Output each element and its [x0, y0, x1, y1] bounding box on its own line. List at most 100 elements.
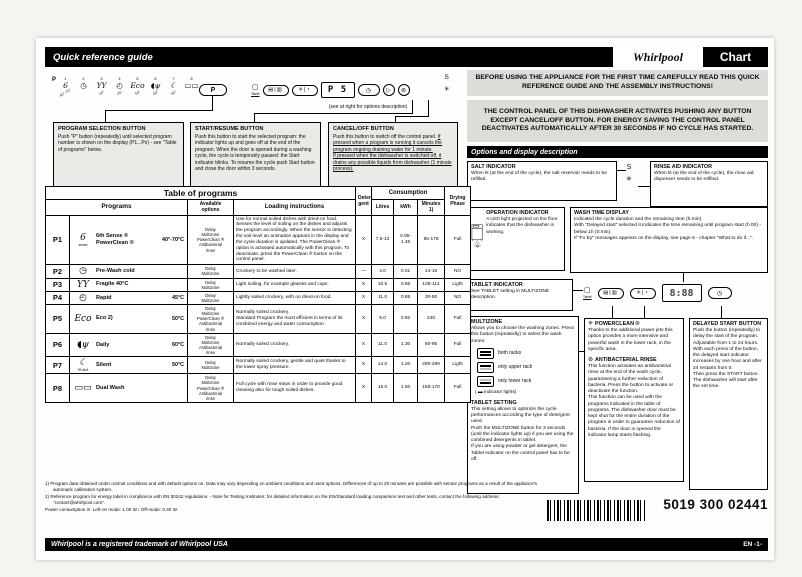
program-name: Eco 2)	[96, 315, 113, 322]
program-name: Daily	[96, 341, 110, 348]
salt-rinse-mini-icons: S ✳	[444, 74, 449, 93]
rinse-aid-icon: ✳	[626, 176, 632, 183]
program-icon: ΥΥ	[96, 81, 107, 90]
loading-header: Loading instructions	[232, 199, 357, 216]
program-number: 4	[118, 76, 121, 81]
program-number: 3	[100, 76, 103, 81]
program-number: 2	[82, 76, 85, 81]
available-options-cell: Delay Multizone PowerClean ® Antibacteri…	[187, 304, 234, 334]
program-icon: ◷	[79, 266, 87, 277]
trademark-text: Whirlpool is a registered trademark of W…	[51, 541, 228, 548]
program-name: Silent	[96, 361, 112, 368]
programs-table-body: P1 6 sense 6th Sense ® PowerClean ® 40°-…	[45, 214, 472, 403]
program-name: Rapid	[96, 294, 112, 301]
programs-header: Programs	[45, 199, 188, 216]
litres-cell: 15.0	[371, 373, 395, 403]
program-number: 5	[136, 76, 139, 81]
cancel-off-callout: CANCEL/OFF BUTTON Push this button to sw…	[328, 122, 458, 188]
dishwasher-illustration	[471, 224, 483, 248]
callout-line	[721, 306, 722, 318]
program-id: P6	[45, 332, 70, 358]
kwh-cell: 0.85	[393, 277, 419, 292]
wash-time-display-box: WASH TIME DISPLAY Indicated the cycle du…	[570, 207, 768, 273]
program-icon: Eco	[74, 313, 92, 324]
box-body: A LED light projected on the floor indic…	[486, 217, 558, 235]
program-row: P4 ◴ Rapid 45°C Delay Multizone Lightly …	[45, 290, 472, 306]
minutes-cell: 30-50	[417, 290, 446, 306]
program-name-cell: ◷ Pre-Wash cold	[69, 264, 188, 279]
program-icon: ☾	[170, 81, 177, 90]
detergent-cell: X	[355, 214, 373, 266]
program-strip-item: 7 ☾ 50°	[165, 76, 182, 97]
program-number: 1	[64, 76, 67, 81]
detergent-cell: X	[355, 277, 373, 292]
tablet-indicator-icon: ▢ Tablet	[251, 84, 260, 96]
cancel-off-button-icon: ⊚	[397, 84, 410, 96]
table-subheader-row: Programs Available options Loading instr…	[45, 199, 471, 216]
indicator-lights-note: ( ▬ indicator lights)	[475, 389, 517, 395]
litres-cell: 7.5-13	[371, 214, 395, 266]
program-id: P4	[45, 290, 70, 306]
program-temperature: 50°C	[171, 315, 184, 322]
box-body: This function activates an antibacterial…	[588, 364, 680, 438]
litres-cell: 10.5	[371, 277, 395, 292]
program-name-cell: 6 sense 6th Sense ® PowerClean ® 40°-70°…	[69, 214, 188, 266]
wash-zone-icon	[477, 347, 494, 359]
time-display: 8:88	[661, 284, 702, 302]
program-temperature: 40°-70°C	[162, 236, 184, 243]
callout-title: CANCEL/OFF BUTTON	[333, 126, 394, 132]
program-icon: Eco	[130, 81, 145, 90]
program-id: P1	[45, 214, 70, 266]
program-temp-label: 40°	[98, 89, 106, 97]
loading-instructions-cell: Use for normal soiled dishes with dried-…	[232, 214, 357, 266]
callout-line	[683, 273, 684, 282]
callout-title: PROGRAM SELECTION BUTTON	[58, 126, 146, 132]
wash-zone-row: only upper rack	[477, 361, 575, 373]
program-name-cell: ΥΥ Fragile 40°C	[69, 277, 188, 292]
wash-zone-label: both racks	[498, 350, 522, 357]
options-header: Available options	[187, 199, 234, 216]
litres-cell: 4.0	[371, 264, 395, 279]
kwh-cell: 0.92	[393, 304, 419, 334]
start-button-icon: ▷	[382, 84, 395, 96]
program-name-cell: ◴ Rapid 45°C	[69, 290, 188, 306]
callout-line	[395, 116, 429, 117]
program-temp-label: 50°	[170, 89, 178, 97]
kwh-cell: 0.01	[393, 264, 419, 279]
callout-body: Push this button to start the selected p…	[195, 134, 315, 172]
program-id: P7	[45, 356, 70, 375]
available-options-cell: Delay Multizone	[187, 264, 234, 279]
multizone-box: MULTIZONE Allows you to choose the washi…	[467, 316, 579, 494]
first-use-notice: BEFORE USING THE APPLIANCE FOR THE FIRST…	[467, 70, 768, 96]
program-temperature: 60°C	[171, 341, 184, 348]
available-options-cell: Delay Multizone PowerClean ® Antibacteri…	[187, 373, 234, 403]
wash-zone-label: only upper rack	[498, 364, 533, 371]
program-row: P7 ☾ 39 dbA Silent 50°C Delay Multizone …	[45, 356, 472, 375]
callout-line	[105, 110, 106, 122]
program-id: P5	[45, 304, 70, 334]
program-strip-item: 5 Eco 50°	[129, 76, 146, 96]
box-body: See TABLET setting in MULTIZONE descript…	[471, 289, 550, 301]
minutes-cell: 105-114	[417, 277, 446, 292]
tablet-indicator-box: TABLET INDICATOR See TABLET setting in M…	[467, 279, 573, 311]
wash-zone-icon	[477, 361, 494, 373]
callout-line	[254, 113, 413, 114]
minutes-cell: 80-95	[417, 332, 446, 358]
litres-header: Litres	[371, 199, 395, 216]
drying-cell: Full	[444, 214, 472, 266]
drying-cell: Full	[444, 373, 472, 403]
program-name-cell: ◖ψ Daily 60°C	[69, 332, 188, 358]
program-temperature: 50°C	[171, 361, 184, 368]
options-section-bar: Options and display description	[467, 146, 768, 158]
program-icon: ◴	[79, 292, 87, 303]
detergent-cell: X	[355, 356, 373, 375]
program-row: P3 ΥΥ Fragile 40°C Delay Multizone Light…	[45, 277, 472, 292]
kwh-cell: 1.30	[393, 332, 419, 358]
box-title: MULTIZONE	[471, 319, 503, 325]
program-icon: ΥΥ	[77, 279, 89, 290]
p-button-label: P	[210, 86, 216, 94]
callout-body-underlined: If pressed when a program is running it …	[333, 134, 452, 172]
footnotes: 1) Program data obtained under normal co…	[45, 481, 542, 514]
whirlpool-logo: Whirlpool	[615, 47, 701, 67]
strip-p-label: P	[52, 77, 57, 83]
